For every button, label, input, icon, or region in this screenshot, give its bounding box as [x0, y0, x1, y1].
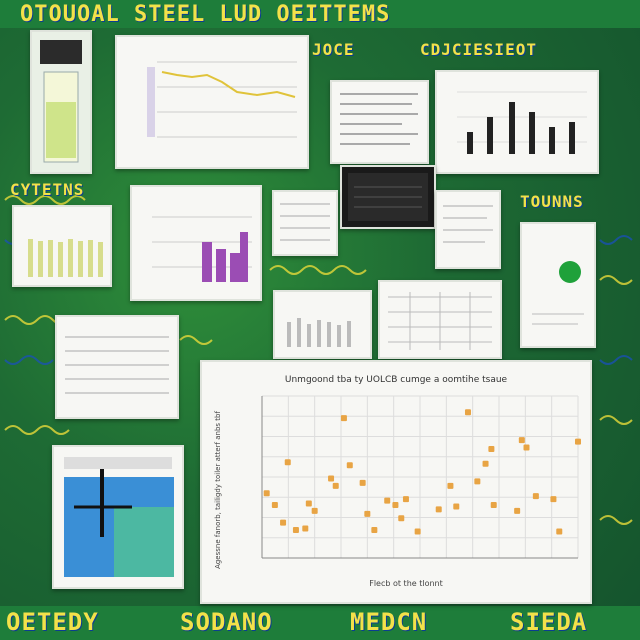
scatter-ylabel: Agessne fanorb, tailigdy toiler atterf a… — [214, 411, 222, 569]
scatter-point — [414, 528, 421, 535]
scatter-point — [398, 515, 405, 522]
banner-top-text: OTOUOAL STEEL LUD OEITTEMS — [20, 2, 391, 27]
banner-left-mid-text: CYTETNS — [10, 180, 85, 199]
line-chart-panel — [115, 35, 309, 169]
scatter-chart: Unmgoond tba ty UOLCB cumge a oomtihe ts… — [214, 375, 581, 588]
scatter-point — [346, 462, 353, 469]
column-chart-panel — [273, 290, 372, 359]
scatter-point — [453, 503, 460, 510]
scatter-point — [311, 507, 318, 514]
scatter-point — [482, 460, 489, 467]
scatter-point — [340, 415, 347, 422]
monitor-panel — [340, 165, 436, 229]
scatter-point — [435, 506, 442, 513]
table-panel-left — [55, 315, 179, 419]
banner-right-mid-text: TOUNNS — [520, 192, 584, 211]
scatter-point — [532, 493, 539, 500]
scatter-point — [523, 444, 530, 451]
scatter-point — [402, 496, 409, 503]
banner-center-right-text: CDJCIESIEOT — [420, 40, 537, 59]
banner-bottom-left-text: OETEDY — [6, 608, 99, 636]
scatter-point — [392, 501, 399, 508]
banner-bottom-far-text: SIEDA — [510, 608, 588, 636]
scatter-point — [364, 510, 371, 517]
scatter-grid — [261, 395, 579, 559]
text-doc-panel-a — [330, 80, 429, 164]
bar-chart-panel-small — [12, 205, 112, 287]
scatter-point — [359, 479, 366, 486]
scatter-point — [302, 525, 309, 532]
banner-center-small-text: JOCE — [312, 40, 355, 59]
bar-chart-panel-dark — [435, 70, 599, 174]
scatter-point — [284, 459, 291, 466]
scatter-point — [280, 519, 287, 526]
scatter-point — [305, 500, 312, 507]
scatter-point — [488, 446, 495, 453]
scatter-point — [447, 482, 454, 489]
green-circle-panel — [520, 222, 596, 348]
scatter-point — [550, 496, 557, 503]
scatter-point — [292, 527, 299, 534]
scatter-points — [263, 409, 581, 535]
scatter-chart-panel: Unmgoond tba ty UOLCB cumge a oomtihe ts… — [200, 360, 592, 604]
scatter-point — [464, 409, 471, 416]
scatter-point — [371, 527, 378, 534]
banner-bottom-right-text: MEDCN — [350, 608, 428, 636]
scatter-point — [518, 437, 525, 444]
scatter-point — [490, 501, 497, 508]
text-doc-panel-b — [435, 190, 501, 269]
scatter-point — [332, 482, 339, 489]
scatter-point — [328, 475, 335, 482]
banner-bottom-mid-text: SODANO — [180, 608, 273, 636]
scatter-point — [271, 501, 278, 508]
scatter-point — [514, 507, 521, 514]
scatter-point — [263, 490, 270, 497]
scatter-point — [575, 438, 581, 445]
jar-illustration — [30, 30, 92, 174]
scatter-point — [556, 528, 563, 535]
scatter-xlabel: Flecb ot the tlonnt — [369, 579, 443, 588]
scatter-point — [384, 497, 391, 504]
scatter-title: Unmgoond tba ty UOLCB cumge a oomtihe ts… — [285, 375, 508, 385]
grid-table-panel — [378, 280, 502, 359]
purple-bar-chart-panel — [130, 185, 262, 301]
equipment-diagram-panel — [52, 445, 184, 589]
table-panel-center — [272, 190, 338, 256]
scatter-point — [474, 478, 481, 485]
